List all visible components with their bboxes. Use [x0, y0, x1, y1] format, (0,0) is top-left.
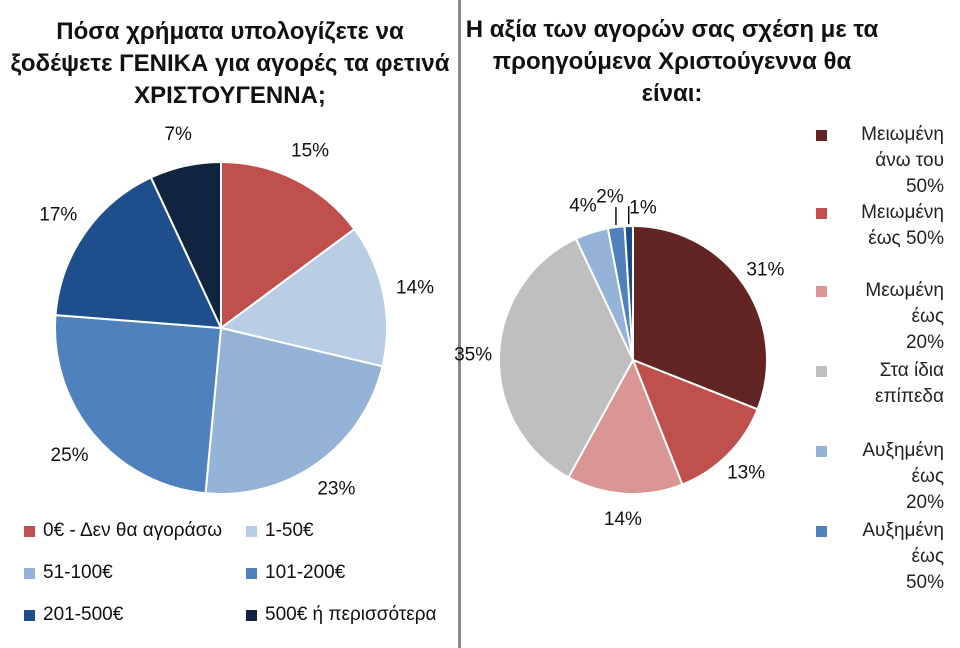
pie-slice-2	[567, 357, 684, 495]
pie-slice-1	[631, 358, 759, 486]
legend-item-5: Αυξημένη έως 50%	[816, 518, 956, 596]
legend-item-4: 201-500€	[24, 604, 123, 626]
legend-item-1: Μειωμένη έως 50%	[816, 200, 956, 252]
legend-swatch-4	[816, 446, 827, 457]
slice-value-label-4: 4%	[569, 195, 597, 216]
pie-slice-3	[497, 237, 635, 479]
legend-label-1: Μειωμένη έως 50%	[861, 202, 944, 249]
legend-swatch-0	[816, 130, 827, 141]
pie-slice-0	[632, 224, 768, 411]
slice-value-label-5: 2%	[596, 187, 624, 208]
panel-divider	[458, 0, 461, 648]
left-chart-panel: Πόσα χρήματα υπολογίζετε να ξοδέψετε ΓΕΝ…	[0, 0, 458, 648]
legend-label-4: Αυξημένη έως 20%	[862, 440, 944, 513]
legend-item-3: 101-200€	[246, 562, 345, 584]
pie-slice-6	[623, 224, 634, 361]
slice-value-label-1: 13%	[727, 463, 765, 484]
legend-label-5: Αυξημένη έως 50%	[862, 520, 944, 593]
legend-item-0: 0€ - Δεν θα αγοράσω	[24, 520, 222, 542]
legend-swatch-2	[816, 286, 827, 297]
left-chart-title: Πόσα χρήματα υπολογίζετε να ξοδέψετε ΓΕΝ…	[10, 18, 450, 109]
pie-slice-0	[220, 160, 356, 330]
legend-label-2: Μεωμένη έως 20%	[865, 280, 944, 353]
pie-slice-1	[218, 227, 388, 368]
pie-slice-5	[149, 160, 222, 329]
legend-label-4: 201-500€	[43, 604, 124, 625]
legend-label-0: 0€ - Δεν θα αγοράσω	[43, 520, 223, 541]
right-chart-panel: Η αξία των αγορών σας σχέση με τα προηγο…	[454, 0, 960, 648]
right-chart-title: Η αξία των αγορών σας σχέση με τα προηγο…	[465, 16, 879, 107]
legend-label-1: 1-50€	[265, 520, 314, 541]
slice-value-label-5: 7%	[164, 124, 192, 145]
legend-item-5: 500€ ή περισσότερα	[246, 604, 437, 626]
legend-item-2: 51-100€	[24, 562, 113, 584]
slice-value-label-2: 14%	[604, 509, 642, 530]
slice-value-label-0: 31%	[746, 260, 784, 281]
legend-swatch-0	[24, 525, 35, 537]
legend-swatch-2	[24, 567, 35, 579]
legend-item-3: Στα ίδια επίπεδα	[816, 358, 956, 410]
slice-value-label-0: 15%	[291, 141, 329, 162]
pie-slice-4	[54, 176, 223, 330]
legend-swatch-1	[816, 208, 827, 219]
slice-value-label-2: 23%	[317, 478, 355, 499]
legend-item-4: Αυξημένη έως 20%	[816, 438, 956, 516]
legend-label-2: 51-100€	[43, 562, 113, 583]
legend-swatch-3	[246, 567, 257, 579]
legend-item-0: Μειωμένη άνω του 50%	[816, 122, 956, 200]
legend-label-3: 101-200€	[265, 562, 346, 583]
legend-swatch-1	[246, 525, 257, 537]
legend-swatch-5	[246, 609, 257, 621]
legend-swatch-4	[24, 609, 35, 621]
slice-value-label-3: 35%	[454, 344, 492, 365]
legend-label-0: Μειωμένη άνω του 50%	[861, 124, 944, 197]
legend-swatch-5	[816, 526, 827, 537]
slice-value-label-6: 1%	[629, 198, 657, 219]
slice-value-label-1: 14%	[396, 278, 434, 299]
slice-value-label-4: 17%	[39, 205, 77, 226]
legend-item-2: Μεωμένη έως 20%	[816, 278, 956, 356]
slice-value-label-3: 25%	[51, 445, 89, 466]
pie-slice-3	[54, 314, 223, 495]
pie-slice-2	[204, 326, 384, 495]
left-pie-chart: 15% 14% 23% 25% 17% 7%	[39, 124, 434, 499]
right-pie-chart: 31% 13% 14% 35% 4% 2%1%	[454, 187, 784, 531]
legend-swatch-3	[816, 366, 827, 377]
legend-label-3: Στα ίδια επίπεδα	[875, 360, 944, 407]
legend-label-5: 500€ ή περισσότερα	[265, 604, 437, 625]
legend-item-1: 1-50€	[246, 520, 314, 542]
